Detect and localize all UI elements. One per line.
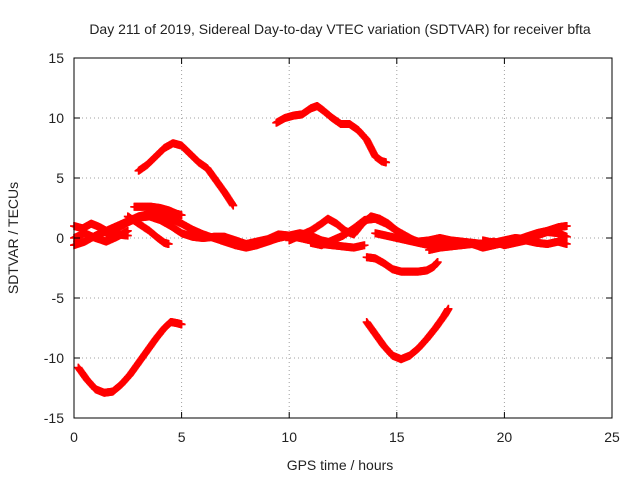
y-tick-label: 5 — [56, 170, 64, 186]
series-arc-low-afternoon — [362, 304, 453, 364]
data-point — [562, 232, 571, 241]
data-point — [562, 222, 571, 230]
data-point — [433, 258, 442, 266]
data-point — [164, 240, 173, 248]
x-tick-label: 0 — [70, 429, 78, 445]
series-arc-early-c — [70, 226, 132, 246]
series-arc-plateau-morning — [130, 202, 186, 220]
series-arc-evening-b — [478, 228, 571, 247]
x-tick-label: 20 — [497, 429, 513, 445]
y-tick-label: 0 — [56, 230, 64, 246]
x-tick-label: 15 — [389, 429, 405, 445]
data-point — [123, 226, 132, 235]
x-tick-label: 25 — [604, 429, 620, 445]
series-arc-low-morning — [74, 318, 186, 397]
series-arc-neg-afternoon — [362, 253, 442, 276]
data-point — [229, 201, 238, 210]
y-tick-label: -5 — [52, 290, 65, 306]
tick-layer: 0 5 10 15 20 25 -15 -10 -5 0 5 10 15 — [44, 50, 620, 445]
data-layer — [70, 102, 571, 397]
y-tick-label: -15 — [44, 410, 64, 426]
y-tick-label: -10 — [44, 350, 64, 366]
chart-title: Day 211 of 2019, Sidereal Day-to-day VTE… — [89, 21, 591, 37]
series-arc-high-morning — [134, 139, 238, 210]
x-axis-label: GPS time / hours — [287, 457, 394, 473]
x-tick-label: 5 — [178, 429, 186, 445]
data-point — [177, 320, 186, 329]
series-arc-high-midday — [272, 102, 391, 167]
data-point — [444, 304, 453, 313]
data-point — [562, 240, 571, 248]
y-tick-label: 10 — [48, 110, 64, 126]
data-point — [360, 241, 369, 250]
data-point — [382, 158, 391, 167]
data-point — [177, 211, 186, 220]
y-tick-label: 15 — [48, 50, 64, 66]
x-tick-label: 10 — [281, 429, 297, 445]
y-axis-label: SDTVAR / TECUs — [5, 182, 21, 294]
series-arc-early-a — [70, 210, 337, 252]
